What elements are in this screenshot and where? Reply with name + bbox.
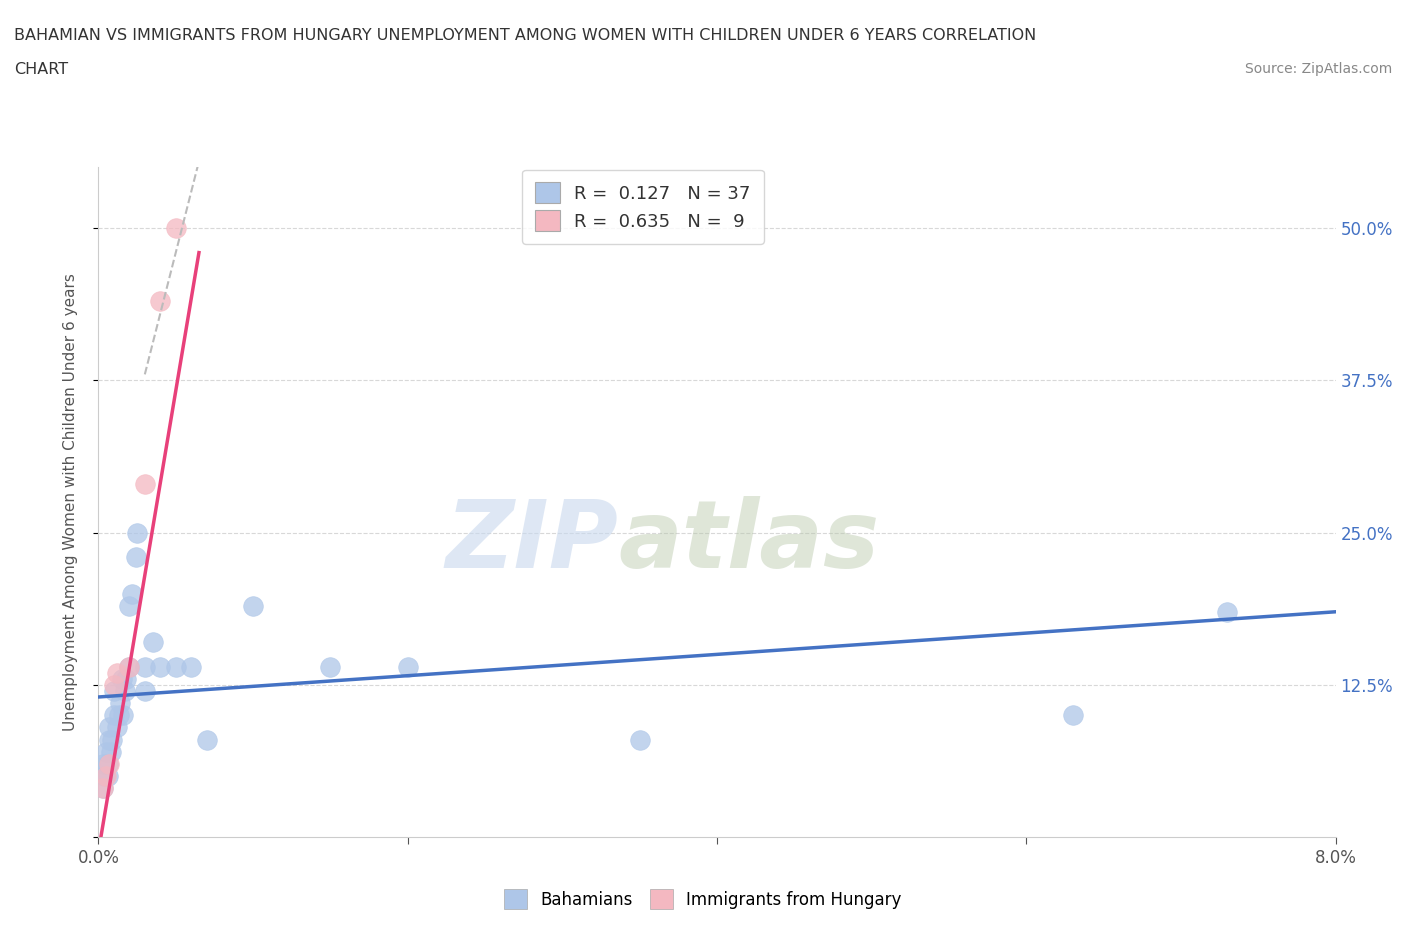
Point xyxy=(118,598,141,613)
Point xyxy=(134,476,156,491)
Point xyxy=(124,550,146,565)
Point xyxy=(98,720,121,735)
Point xyxy=(142,635,165,650)
Point xyxy=(115,671,138,686)
Point xyxy=(91,781,114,796)
Point xyxy=(93,769,115,784)
Point xyxy=(118,659,141,674)
Point xyxy=(1062,708,1084,723)
Point xyxy=(180,659,202,674)
Text: CHART: CHART xyxy=(14,62,67,77)
Point xyxy=(101,732,124,747)
Point xyxy=(1216,604,1239,619)
Y-axis label: Unemployment Among Women with Children Under 6 years: Unemployment Among Women with Children U… xyxy=(63,273,77,731)
Point xyxy=(91,781,114,796)
Point xyxy=(108,696,131,711)
Point xyxy=(195,732,218,747)
Point xyxy=(396,659,419,674)
Point xyxy=(242,598,264,613)
Point xyxy=(112,708,135,723)
Point xyxy=(98,732,121,747)
Point xyxy=(105,720,128,735)
Point xyxy=(96,744,118,759)
Point xyxy=(96,769,118,784)
Point xyxy=(103,684,125,698)
Point xyxy=(134,684,156,698)
Text: BAHAMIAN VS IMMIGRANTS FROM HUNGARY UNEMPLOYMENT AMONG WOMEN WITH CHILDREN UNDER: BAHAMIAN VS IMMIGRANTS FROM HUNGARY UNEM… xyxy=(14,28,1036,43)
Point xyxy=(149,659,172,674)
Point xyxy=(105,665,128,680)
Text: Source: ZipAtlas.com: Source: ZipAtlas.com xyxy=(1244,62,1392,76)
Point xyxy=(91,756,114,771)
Point xyxy=(100,744,122,759)
Legend: Bahamians, Immigrants from Hungary: Bahamians, Immigrants from Hungary xyxy=(496,881,910,917)
Point xyxy=(121,586,143,601)
Legend: R =  0.127   N = 37, R =  0.635   N =  9: R = 0.127 N = 37, R = 0.635 N = 9 xyxy=(522,170,763,244)
Point xyxy=(97,756,120,771)
Text: ZIP: ZIP xyxy=(446,497,619,589)
Point xyxy=(165,220,187,235)
Point xyxy=(118,659,141,674)
Point xyxy=(319,659,342,674)
Point xyxy=(114,684,136,698)
Point xyxy=(127,525,149,540)
Point xyxy=(103,677,125,692)
Point xyxy=(149,294,172,309)
Point xyxy=(107,708,129,723)
Point xyxy=(97,769,120,784)
Point xyxy=(134,659,156,674)
Point xyxy=(111,671,134,686)
Point xyxy=(165,659,187,674)
Text: atlas: atlas xyxy=(619,497,879,589)
Point xyxy=(103,708,125,723)
Point xyxy=(628,732,651,747)
Point xyxy=(98,756,121,771)
